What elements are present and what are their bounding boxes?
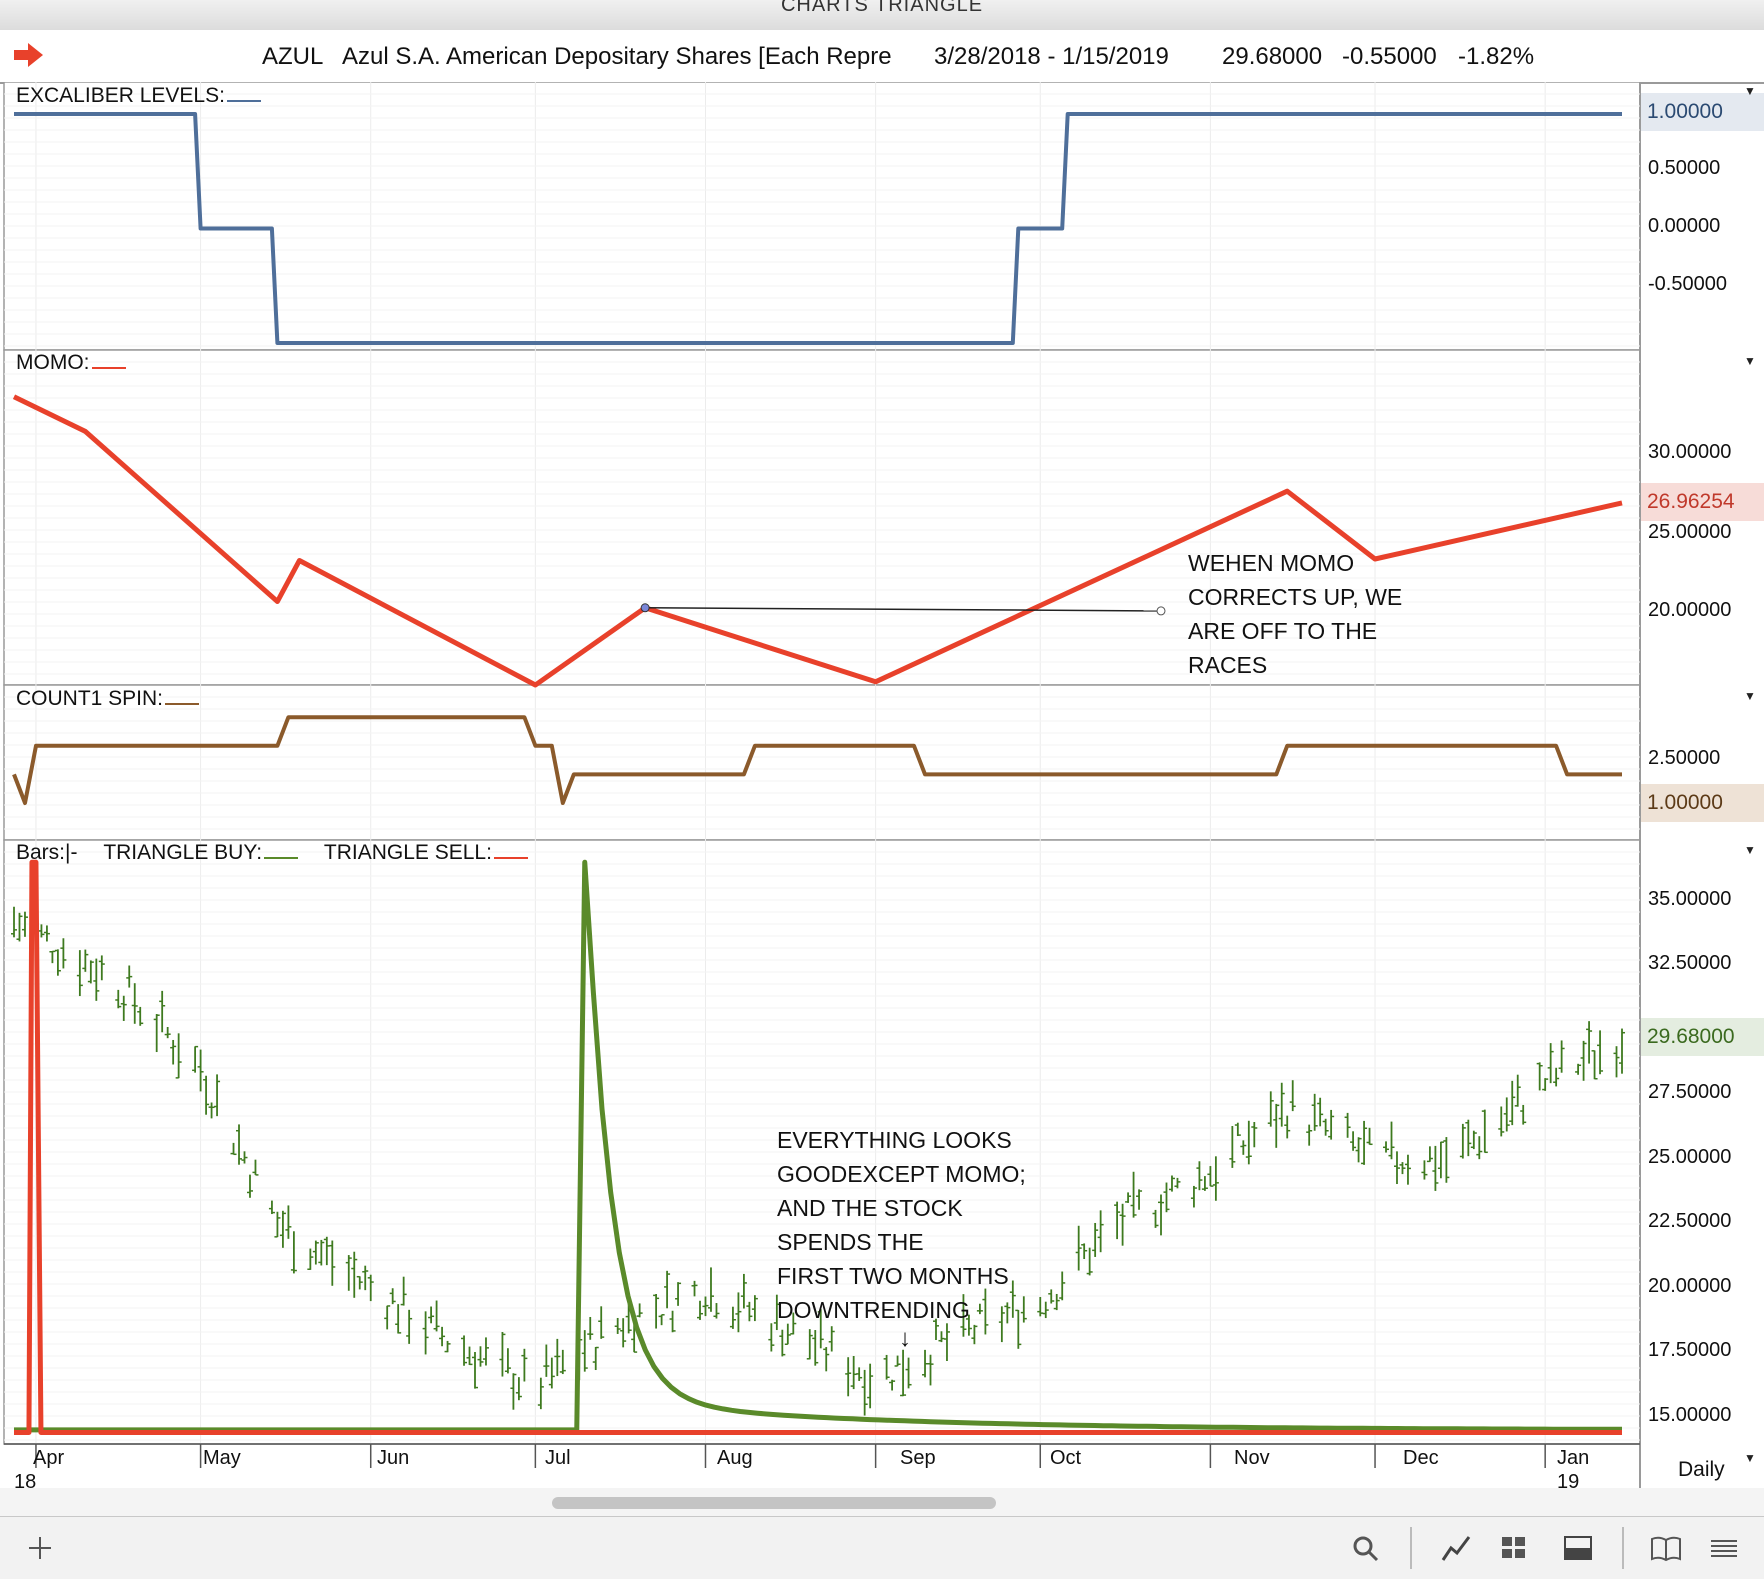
line-chart-icon[interactable] (1440, 1533, 1472, 1563)
triangle-sell-line (14, 859, 1622, 1435)
count1-line (12, 715, 1622, 805)
excaliber-title-text: EXCALIBER LEVELS: (16, 84, 225, 107)
momo-tick: 30.00000 (1648, 441, 1732, 463)
excaliber-tick: -0.50000 (1648, 273, 1727, 295)
toolbar-separator (1410, 1527, 1412, 1569)
excaliber-tick: 0.50000 (1648, 157, 1721, 179)
last-price: 29.68000 (1222, 43, 1323, 70)
month-label: Dec (1403, 1447, 1439, 1469)
triangle-sell-swatch (493, 857, 528, 859)
panel-icon[interactable] (1562, 1533, 1594, 1563)
window-title: CHARTS TRIANGLE (780, 0, 984, 16)
bars-title-text: Bars: (16, 841, 66, 864)
search-icon[interactable] (1350, 1533, 1382, 1563)
date-range: 3/28/2018 - 1/15/2019 (934, 43, 1169, 70)
month-label: Jan (1557, 1447, 1590, 1469)
excaliber-tick: 0.00000 (1648, 215, 1721, 237)
bars-tick: 17.50000 (1648, 1339, 1732, 1361)
count1-title-text: COUNT1 SPIN: (16, 687, 164, 710)
momo-annotation: WEHEN MOMO CORRECTS UP, WE ARE OFF TO TH… (1188, 550, 1403, 678)
security-name: Azul S.A. American Depositary Shares [Ea… (342, 43, 892, 70)
chart-header: AZUL Azul S.A. American Depositary Share… (0, 30, 1764, 84)
red-arrow-icon[interactable] (14, 42, 44, 68)
symbol: AZUL (262, 43, 324, 70)
month-label: May (203, 1447, 241, 1469)
bars-tick: 15.00000 (1648, 1404, 1732, 1426)
bottom-toolbar (0, 1516, 1764, 1579)
bars-tick: 32.50000 (1648, 952, 1732, 974)
triangle-buy-line (14, 859, 1622, 1433)
triangle-buy-label: TRIANGLE BUY: (103, 841, 263, 864)
month-label: Jul (545, 1447, 571, 1469)
chart-canvas[interactable] (0, 82, 1764, 1488)
bars-tick: 35.00000 (1648, 888, 1732, 910)
momo-line (12, 394, 1623, 688)
scrollbar-thumb[interactable] (552, 1497, 996, 1509)
period-selector[interactable]: Daily (1678, 1458, 1725, 1481)
bars-value-badge: 29.68000 (1641, 1018, 1764, 1056)
window-title-bar: CHARTS TRIANGLE (0, 0, 1764, 31)
bars-title: Bars:|- TRIANGLE BUY: TRIANGLE SELL: (16, 841, 528, 865)
annotation-down-arrow-icon: ↓ (899, 1325, 911, 1352)
toolbar-separator (1622, 1527, 1624, 1569)
excaliber-line (14, 112, 1622, 345)
month-label: Oct (1050, 1447, 1082, 1469)
bars-tick: 27.50000 (1648, 1081, 1732, 1103)
bars-tick: 22.50000 (1648, 1210, 1732, 1232)
reference-line-handle (640, 603, 650, 613)
momo-legend-swatch (91, 367, 126, 369)
menu-icon[interactable] (1708, 1533, 1740, 1563)
month-label: Aug (717, 1447, 753, 1469)
count1-title: COUNT1 SPIN: (16, 687, 200, 711)
bars-annotation: EVERYTHING LOOKS GOODEXCEPT MOMO; AND TH… (777, 1127, 1026, 1323)
excaliber-value-badge: 1.00000 (1641, 93, 1764, 131)
month-label: Sep (900, 1447, 936, 1469)
period-menu-icon[interactable]: ▼ (1744, 1451, 1756, 1465)
bars-tick: 20.00000 (1648, 1275, 1732, 1297)
momo-menu-icon[interactable]: ▼ (1744, 354, 1756, 368)
count1-menu-icon[interactable]: ▼ (1744, 689, 1756, 703)
bars-tick: 25.00000 (1648, 1146, 1732, 1168)
month-label: Nov (1234, 1447, 1270, 1469)
book-icon[interactable] (1650, 1533, 1682, 1563)
bars-marker: |- (65, 841, 78, 864)
month-label: Jun (377, 1447, 410, 1469)
plus-icon[interactable] (24, 1533, 56, 1563)
momo-title: MOMO: (16, 351, 126, 375)
grid-icon[interactable] (1498, 1533, 1530, 1563)
reference-line-handle (1156, 606, 1166, 616)
excaliber-title: EXCALIBER LEVELS: (16, 84, 261, 108)
triangle-sell-label: TRIANGLE SELL: (323, 841, 492, 864)
triangle-buy-swatch (264, 857, 299, 859)
count1-tick: 2.50000 (1648, 747, 1721, 769)
count1-value-badge: 1.00000 (1641, 784, 1764, 822)
momo-reference-line (645, 607, 1162, 612)
momo-title-text: MOMO: (16, 351, 90, 374)
excaliber-legend-swatch (226, 100, 261, 102)
momo-tick: 20.00000 (1648, 599, 1732, 621)
excaliber-menu-icon[interactable]: ▼ (1744, 84, 1756, 98)
price-change-pct: -1.82% (1458, 43, 1535, 70)
price-change: -0.55000 (1342, 43, 1437, 70)
momo-tick: 25.00000 (1648, 521, 1732, 543)
count1-legend-swatch (165, 703, 200, 705)
momo-value-badge: 26.96254 (1641, 483, 1764, 521)
bars-menu-icon[interactable]: ▼ (1744, 843, 1756, 857)
year-label-end: 19 (1557, 1471, 1580, 1493)
month-label: Apr (33, 1447, 65, 1469)
year-label-start: 18 (14, 1471, 37, 1493)
